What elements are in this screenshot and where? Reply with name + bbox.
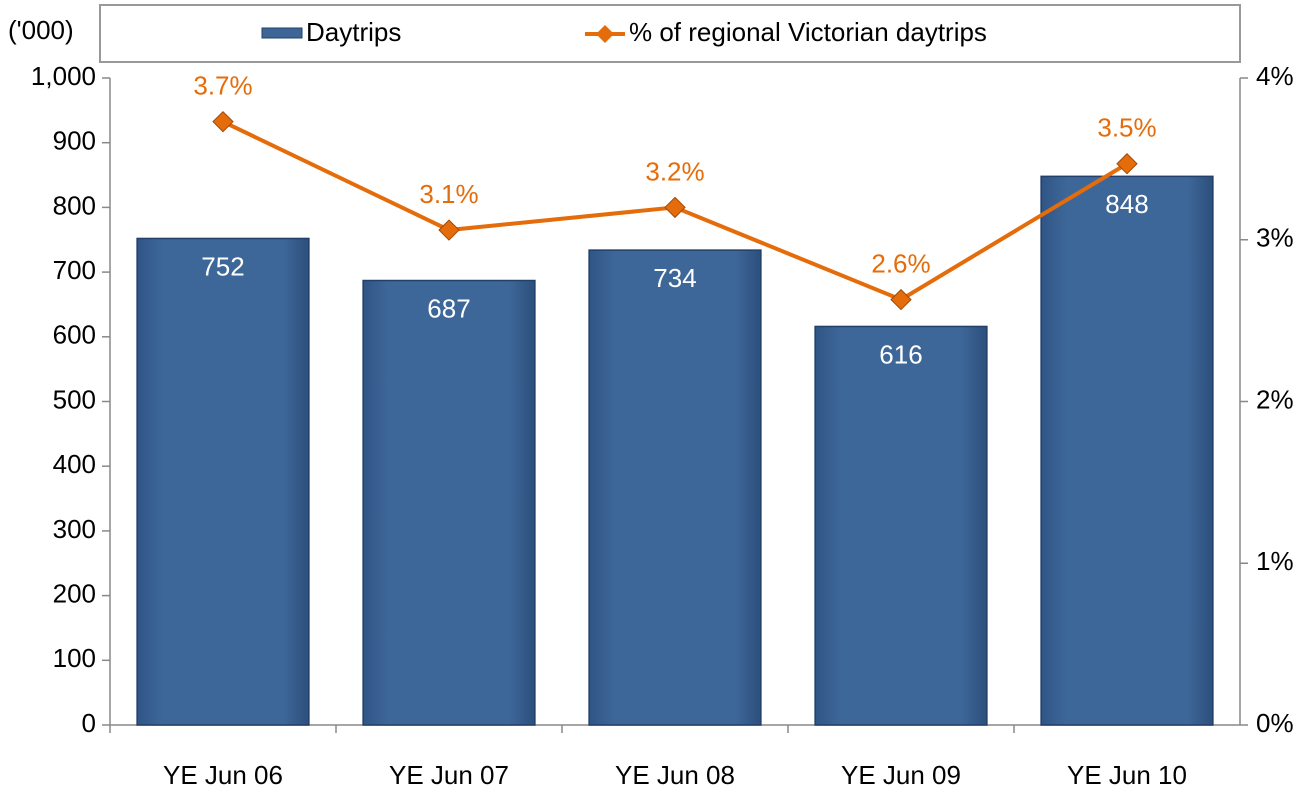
y2-tick-label: 4%	[1256, 61, 1294, 91]
bar	[588, 249, 762, 726]
line-marker	[212, 110, 234, 133]
line-value-label: 3.7%	[193, 71, 252, 101]
y2-tick-label: 2%	[1256, 384, 1294, 414]
x-tick-label: YE Jun 09	[841, 760, 961, 790]
y-tick-label: 800	[53, 190, 96, 220]
line-marker	[438, 219, 460, 241]
bar	[1040, 175, 1214, 726]
y-tick-label: 500	[53, 384, 96, 414]
line-value-label: 3.2%	[645, 156, 704, 186]
y-tick-label: 1,000	[31, 61, 96, 91]
y-tick-label: 200	[53, 578, 96, 608]
y2-tick-label: 1%	[1256, 546, 1294, 576]
bar-value-label: 687	[427, 293, 470, 323]
bar-value-label: 734	[653, 263, 696, 293]
y-axis-label: ('000)	[8, 15, 74, 45]
line-value-label: 3.5%	[1097, 113, 1156, 143]
y-tick-label: 900	[53, 126, 96, 156]
legend-swatch-marker	[596, 25, 614, 43]
y-tick-label: 600	[53, 320, 96, 350]
y2-tick-label: 0%	[1256, 708, 1294, 738]
bar-value-label: 616	[879, 339, 922, 369]
legend-swatch	[261, 27, 303, 39]
y-tick-label: 100	[53, 643, 96, 673]
line-marker	[1116, 153, 1138, 175]
y2-tick-label: 3%	[1256, 223, 1294, 253]
bar	[362, 279, 536, 726]
legend-label: Daytrips	[306, 17, 401, 47]
legend-label: % of regional Victorian daytrips	[629, 17, 987, 47]
bar	[136, 237, 310, 726]
bar-value-label: 752	[201, 251, 244, 281]
y-tick-label: 700	[53, 255, 96, 285]
y-tick-label: 0	[82, 708, 96, 738]
x-tick-label: YE Jun 07	[389, 760, 509, 790]
line-marker	[890, 288, 912, 311]
line-marker	[664, 196, 686, 219]
y-tick-label: 300	[53, 514, 96, 544]
line-value-label: 3.1%	[419, 179, 478, 209]
x-tick-label: YE Jun 06	[163, 760, 283, 790]
bar-value-label: 848	[1105, 189, 1148, 219]
x-tick-label: YE Jun 10	[1067, 760, 1187, 790]
bar	[814, 325, 988, 726]
line-value-label: 2.6%	[871, 248, 930, 278]
x-tick-label: YE Jun 08	[615, 760, 735, 790]
y-tick-label: 400	[53, 449, 96, 479]
